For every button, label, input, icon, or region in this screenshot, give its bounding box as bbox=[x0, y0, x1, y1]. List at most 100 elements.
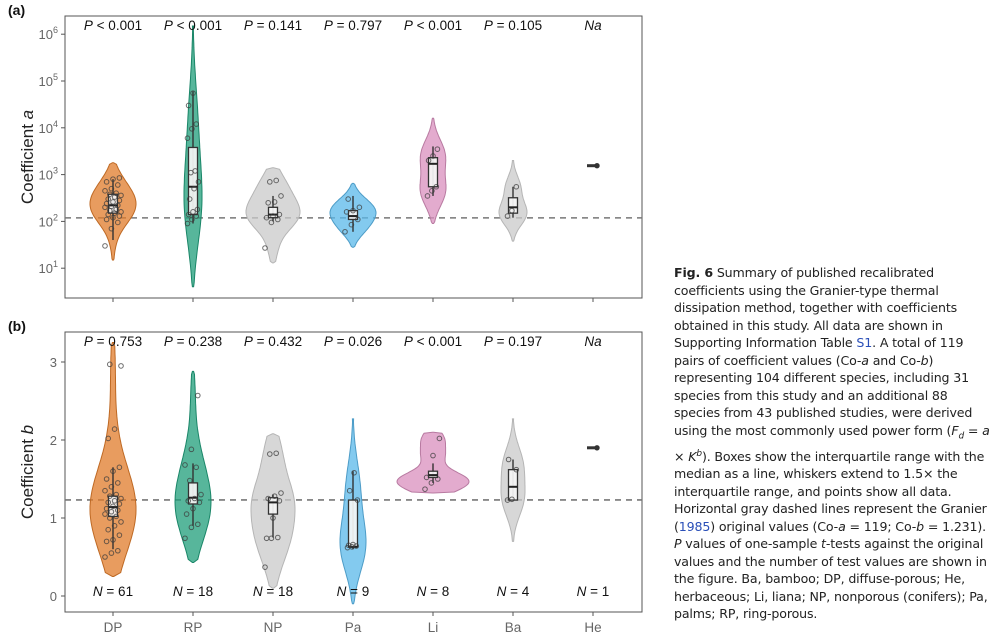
data-point bbox=[110, 503, 116, 510]
y-axis-label-var: b bbox=[18, 425, 37, 434]
data-point bbox=[110, 199, 116, 205]
data-point bbox=[103, 476, 110, 482]
data-point bbox=[509, 496, 515, 503]
data-point bbox=[110, 468, 116, 475]
data-point bbox=[115, 219, 121, 226]
p-value-label: Na bbox=[584, 334, 602, 349]
data-point bbox=[188, 446, 195, 453]
caption-text: × bbox=[674, 448, 689, 464]
data-point bbox=[105, 196, 111, 202]
data-point bbox=[268, 219, 275, 226]
caption-link[interactable]: S1 bbox=[856, 335, 873, 350]
p-value-label: P < 0.001 bbox=[164, 18, 222, 33]
violin-group-Ba bbox=[498, 160, 528, 242]
caption-body: Summary of published recalibrated coeffi… bbox=[674, 265, 990, 621]
iqr-box bbox=[187, 482, 199, 505]
caption-text: t bbox=[821, 536, 826, 552]
data-point bbox=[110, 537, 116, 543]
data-point bbox=[275, 534, 281, 541]
x-tick-label: Li bbox=[428, 620, 439, 635]
data-point bbox=[103, 179, 110, 185]
iqr-box bbox=[507, 468, 519, 501]
data-point bbox=[345, 196, 352, 202]
data-point bbox=[198, 491, 204, 498]
p-value-label: P = 0.105 bbox=[484, 18, 542, 33]
panel-label: (a) bbox=[8, 2, 25, 18]
data-point bbox=[278, 193, 284, 199]
data-point bbox=[425, 157, 432, 164]
p-value-label: P = 0.753 bbox=[84, 334, 142, 349]
violin-group-He bbox=[587, 162, 600, 169]
data-point bbox=[190, 209, 196, 215]
data-point bbox=[118, 363, 124, 369]
caption-text: b bbox=[696, 448, 702, 459]
data-point bbox=[190, 505, 196, 512]
data-point bbox=[111, 523, 118, 529]
violin-group-Li bbox=[396, 431, 470, 494]
data-point bbox=[103, 505, 110, 512]
plot-frame bbox=[64, 15, 643, 299]
violin-group-NP bbox=[250, 433, 296, 589]
data-point bbox=[273, 450, 280, 457]
data-point bbox=[113, 513, 119, 520]
y-tick-label: 103 bbox=[39, 166, 58, 183]
data-point bbox=[188, 524, 195, 531]
data-point bbox=[185, 211, 192, 218]
data-point bbox=[267, 179, 273, 185]
p-value-label: P = 0.141 bbox=[244, 18, 302, 33]
iqr-box bbox=[347, 499, 359, 548]
caption-link[interactable]: 1985 bbox=[678, 518, 711, 534]
data-point bbox=[275, 216, 281, 223]
violin-group-Pa bbox=[339, 418, 367, 605]
data-point bbox=[353, 543, 360, 549]
n-count-label: N = 18 bbox=[173, 584, 213, 599]
data-point bbox=[115, 507, 121, 514]
data-point bbox=[262, 245, 268, 251]
violin-group-RP bbox=[183, 25, 203, 288]
data-point bbox=[116, 501, 123, 507]
p-value-label: P = 0.197 bbox=[484, 334, 542, 349]
data-point bbox=[195, 521, 201, 528]
y-tick-label: 2 bbox=[50, 433, 57, 448]
data-point bbox=[422, 486, 428, 492]
n-count-label: N = 61 bbox=[93, 584, 133, 599]
x-tick-label: DP bbox=[104, 620, 123, 635]
data-point bbox=[108, 484, 115, 490]
data-point bbox=[435, 476, 441, 482]
iqr-box bbox=[347, 209, 359, 221]
data-point bbox=[187, 477, 193, 484]
data-point bbox=[184, 135, 191, 141]
data-point bbox=[424, 193, 431, 199]
x-tick-label: Pa bbox=[345, 620, 362, 635]
data-point bbox=[429, 188, 435, 194]
data-point bbox=[193, 464, 199, 471]
data-point bbox=[194, 206, 201, 213]
caption-text: a bbox=[838, 518, 846, 534]
data-point bbox=[116, 532, 123, 538]
violin-group-NP bbox=[245, 167, 301, 264]
data-point bbox=[107, 191, 113, 198]
data-point bbox=[115, 480, 121, 486]
data-point bbox=[351, 469, 357, 476]
data-point bbox=[108, 185, 115, 192]
iqr-box bbox=[267, 206, 279, 219]
caption-text: b bbox=[916, 518, 924, 534]
data-point bbox=[278, 490, 284, 496]
caption-text: F bbox=[951, 422, 959, 438]
data-point bbox=[348, 221, 355, 228]
violin bbox=[396, 431, 470, 494]
data-point bbox=[430, 452, 436, 459]
data-point bbox=[342, 228, 348, 235]
data-point bbox=[184, 220, 191, 227]
data-point bbox=[185, 498, 191, 504]
data-point bbox=[273, 177, 280, 184]
data-point bbox=[102, 487, 108, 494]
data-point bbox=[436, 435, 443, 442]
violin bbox=[89, 342, 137, 577]
data-point bbox=[267, 451, 273, 457]
y-tick-label: 104 bbox=[39, 119, 58, 136]
panel-a: (a) Coefficient a 101 102 103 104 105 106 P < 0.… bbox=[8, 2, 643, 302]
single-value-box bbox=[587, 446, 597, 450]
data-point bbox=[113, 491, 119, 498]
data-point bbox=[102, 243, 108, 249]
